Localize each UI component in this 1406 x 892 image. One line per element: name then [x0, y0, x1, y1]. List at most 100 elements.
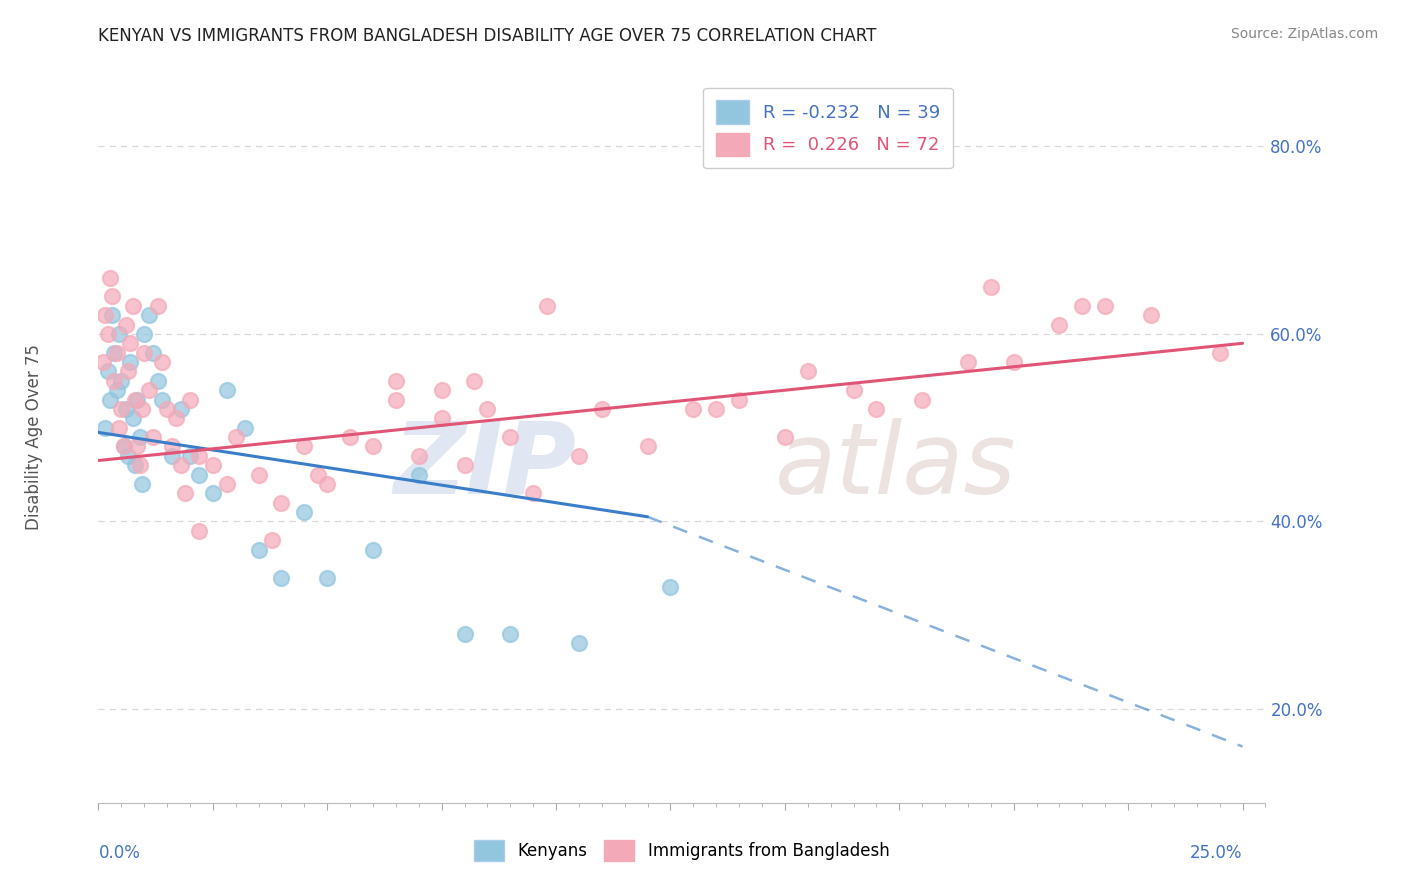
Point: [121, 299, 143, 313]
Point: [430, 411, 453, 425]
Text: 25.0%: 25.0%: [1189, 845, 1243, 863]
Point: [568, 449, 591, 463]
Point: [134, 345, 156, 359]
Text: atlas: atlas: [775, 417, 1017, 515]
Point: [773, 430, 796, 444]
Point: [316, 477, 339, 491]
Point: [463, 374, 485, 388]
Point: [105, 383, 128, 397]
Point: [101, 308, 124, 322]
Point: [156, 401, 179, 416]
Point: [704, 401, 727, 416]
Point: [201, 486, 224, 500]
Legend: Kenyans, Immigrants from Bangladesh: Kenyans, Immigrants from Bangladesh: [468, 833, 896, 868]
Point: [188, 449, 211, 463]
Point: [536, 299, 558, 313]
Point: [110, 401, 132, 416]
Point: [134, 326, 156, 341]
Point: [174, 486, 197, 500]
Text: Disability Age Over 75: Disability Age Over 75: [25, 344, 44, 530]
Point: [112, 440, 135, 454]
Point: [124, 458, 146, 473]
Point: [138, 383, 160, 397]
Point: [105, 345, 128, 359]
Point: [477, 401, 499, 416]
Point: [1094, 299, 1116, 313]
Point: [179, 449, 201, 463]
Point: [152, 392, 174, 407]
Point: [865, 401, 887, 416]
Point: [201, 458, 224, 473]
Point: [225, 430, 247, 444]
Point: [408, 467, 430, 482]
Point: [637, 440, 659, 454]
Point: [270, 571, 292, 585]
Point: [120, 355, 142, 369]
Point: [117, 449, 139, 463]
Point: [591, 401, 613, 416]
Point: [127, 440, 149, 454]
Point: [453, 458, 475, 473]
Point: [142, 430, 165, 444]
Point: [138, 308, 160, 322]
Point: [146, 299, 169, 313]
Point: [1002, 355, 1025, 369]
Point: [247, 467, 270, 482]
Point: [385, 374, 408, 388]
Point: [115, 318, 138, 332]
Point: [1049, 318, 1071, 332]
Point: [160, 449, 183, 463]
Point: [103, 374, 125, 388]
Point: [499, 430, 522, 444]
Point: [188, 524, 211, 538]
Point: [307, 467, 329, 482]
Point: [94, 420, 117, 434]
Point: [270, 496, 292, 510]
Point: [339, 430, 361, 444]
Point: [112, 440, 135, 454]
Point: [408, 449, 430, 463]
Point: [188, 467, 211, 482]
Point: [124, 392, 146, 407]
Point: [430, 383, 453, 397]
Point: [728, 392, 751, 407]
Text: 0.0%: 0.0%: [98, 845, 141, 863]
Point: [842, 383, 865, 397]
Point: [108, 420, 131, 434]
Point: [179, 392, 201, 407]
Point: [361, 542, 384, 557]
Point: [101, 289, 124, 303]
Point: [247, 542, 270, 557]
Point: [131, 477, 153, 491]
Point: [94, 308, 117, 322]
Text: ZIP: ZIP: [394, 417, 576, 515]
Point: [1140, 308, 1163, 322]
Point: [385, 392, 408, 407]
Point: [98, 270, 121, 285]
Point: [682, 401, 704, 416]
Point: [170, 401, 193, 416]
Point: [120, 336, 142, 351]
Point: [128, 430, 150, 444]
Point: [131, 401, 153, 416]
Point: [98, 392, 121, 407]
Point: [911, 392, 934, 407]
Point: [568, 636, 591, 650]
Point: [499, 627, 522, 641]
Point: [292, 440, 315, 454]
Point: [522, 486, 544, 500]
Point: [215, 383, 238, 397]
Point: [170, 458, 193, 473]
Point: [165, 411, 187, 425]
Point: [215, 477, 238, 491]
Point: [152, 355, 174, 369]
Point: [127, 392, 149, 407]
Point: [97, 326, 120, 341]
Point: [797, 364, 820, 378]
Point: [117, 364, 139, 378]
Point: [160, 440, 183, 454]
Text: KENYAN VS IMMIGRANTS FROM BANGLADESH DISABILITY AGE OVER 75 CORRELATION CHART: KENYAN VS IMMIGRANTS FROM BANGLADESH DIS…: [98, 27, 877, 45]
Point: [91, 355, 114, 369]
Point: [1071, 299, 1094, 313]
Point: [115, 401, 138, 416]
